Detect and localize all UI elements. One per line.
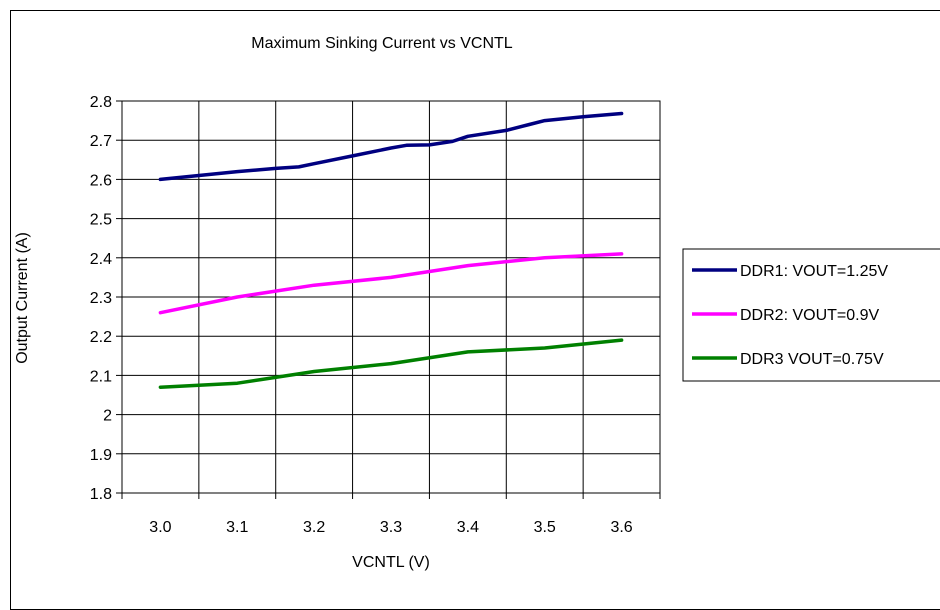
legend-label-1: DDR1: VOUT=1.25V bbox=[740, 263, 888, 280]
y-tick-label: 2.6 bbox=[90, 172, 112, 189]
x-axis-label: VCNTL (V) bbox=[352, 554, 430, 571]
series-lines bbox=[158, 111, 624, 389]
series-line-2 bbox=[158, 252, 624, 315]
y-tick-label: 2.4 bbox=[90, 251, 112, 268]
legend-label-2: DDR2: VOUT=0.9V bbox=[740, 307, 879, 324]
x-tick-label: 3.5 bbox=[534, 519, 556, 536]
x-tick-label: 3.2 bbox=[303, 519, 325, 536]
y-axis-ticks: 1.8 1.9 2 2.1 2.2 2.3 2.4 2.5 2.6 2.7 2.8 bbox=[90, 94, 122, 503]
y-tick-label: 2.1 bbox=[90, 368, 112, 385]
x-tick-label: 3.0 bbox=[149, 519, 171, 536]
y-tick-label: 2.7 bbox=[90, 133, 112, 150]
x-tick-label: 3.3 bbox=[380, 519, 402, 536]
y-tick-label: 1.9 bbox=[90, 447, 112, 464]
gridlines bbox=[121, 100, 661, 494]
series-line-3 bbox=[158, 338, 624, 389]
series-line-1 bbox=[158, 111, 624, 182]
x-tick-label: 3.4 bbox=[457, 519, 479, 536]
y-axis-label: Output Current (A) bbox=[14, 232, 31, 364]
legend: DDR1: VOUT=1.25V DDR2: VOUT=0.9V DDR3 VOUT… bbox=[682, 248, 940, 382]
legend-label-3: DDR3 VOUT=0.75V bbox=[740, 351, 884, 368]
chart-title: Maximum Sinking Current vs VCNTL bbox=[251, 35, 513, 52]
y-tick-label: 2.5 bbox=[90, 212, 112, 229]
y-tick-label: 2.8 bbox=[90, 94, 112, 111]
x-tick-label: 3.1 bbox=[226, 519, 248, 536]
y-tick-label: 2.2 bbox=[90, 329, 112, 346]
x-tick-label: 3.6 bbox=[610, 519, 632, 536]
y-tick-label: 2.3 bbox=[90, 290, 112, 307]
y-tick-label: 1.8 bbox=[90, 486, 112, 503]
x-axis-ticks: 3.0 3.1 3.2 3.3 3.4 3.5 3.6 bbox=[121, 493, 661, 536]
y-tick-label: 2 bbox=[103, 408, 112, 425]
